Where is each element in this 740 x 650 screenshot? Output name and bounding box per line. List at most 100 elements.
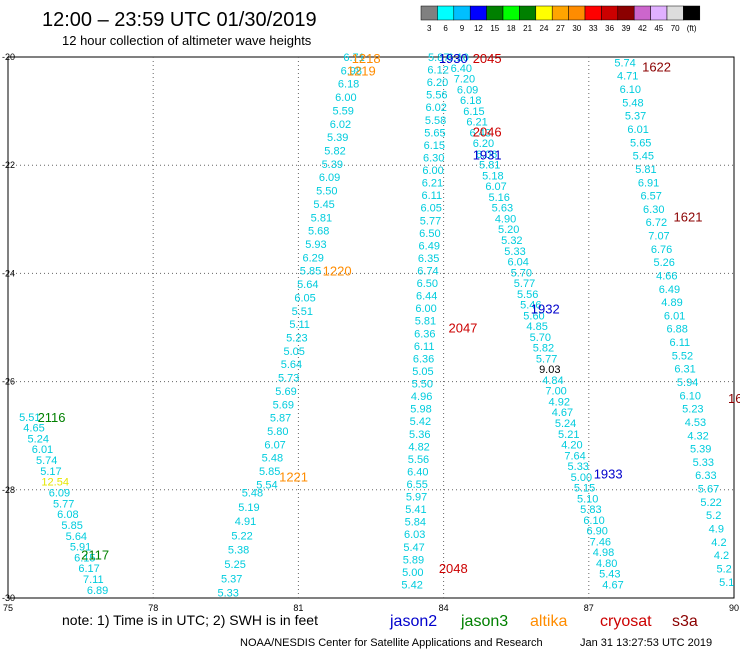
wave-height-value: 5.45 — [313, 199, 334, 211]
colorbar-swatch — [650, 5, 668, 21]
wave-height-value: 6.18 — [338, 79, 359, 91]
wave-height-value: 6.00 — [415, 303, 436, 315]
x-tick-label: 81 — [293, 603, 303, 613]
pass-label: 1221 — [279, 469, 308, 484]
wave-height-value: 5.15 — [574, 483, 595, 495]
colorbar-label: 27 — [556, 24, 565, 33]
wave-height-value: 6.44 — [416, 291, 437, 303]
wave-height-value: 5.00 — [571, 472, 592, 484]
wave-height-value: 4.89 — [661, 297, 682, 309]
wave-height-value: 6.90 — [586, 526, 607, 538]
colorbar-label: 30 — [572, 24, 581, 33]
wave-height-value: 4.67 — [552, 407, 573, 419]
wave-height-value: 5.91 — [70, 542, 91, 554]
wave-height-value: 4.92 — [549, 396, 570, 408]
wave-height-value: 5.24 — [555, 418, 576, 430]
wave-height-value: 6.10 — [680, 390, 701, 402]
wave-height-value: 6.20 — [427, 77, 448, 89]
wave-height-value: 4.82 — [408, 441, 429, 453]
wave-height-value: 5.85 — [61, 520, 82, 532]
pass-label: 1219 — [347, 64, 376, 79]
wave-height-value: 6.07 — [264, 439, 285, 451]
wave-height-value: 5.05 — [283, 346, 304, 358]
wave-height-value: 6.03 — [404, 529, 425, 541]
wave-height-value: 6.09 — [49, 488, 70, 500]
colorbar-swatch — [502, 5, 520, 21]
wave-height-value: 6.15 — [463, 106, 484, 118]
wave-height-value: 5.24 — [28, 433, 49, 445]
colorbar-swatch — [617, 5, 635, 21]
wave-height-value: 5.50 — [316, 186, 337, 198]
wave-height-value: 5.51 — [292, 306, 313, 318]
wave-height-value: 6.35 — [418, 253, 439, 265]
wave-height-value: 6.20 — [473, 138, 494, 150]
wave-height-value: 5.84 — [405, 517, 426, 529]
wave-height-value: 6.76 — [651, 244, 672, 256]
wave-height-value: 5.16 — [488, 192, 509, 204]
colorbar-swatch — [584, 5, 602, 21]
wave-height-value: 5.80 — [267, 426, 288, 438]
wave-height-value: 6.02 — [330, 119, 351, 131]
colorbar-swatch — [437, 5, 455, 21]
legend-entry: altika — [530, 613, 567, 630]
wave-height-value: 12.54 — [41, 477, 69, 489]
wave-height-value: 5.48 — [242, 488, 263, 500]
wave-height-value: 5.33 — [693, 457, 714, 469]
wave-height-value: 5.89 — [403, 554, 424, 566]
pass-label: 1220 — [323, 264, 352, 279]
wave-height-value: 6.01 — [664, 310, 685, 322]
colorbar-swatch — [601, 5, 619, 21]
wave-height-value: 5.19 — [238, 502, 259, 514]
wave-height-value: 5.67 — [698, 484, 719, 496]
wave-height-value: 6.21 — [466, 117, 487, 129]
wave-height-value: 6.50 — [419, 228, 440, 240]
wave-height-value: 5.37 — [221, 573, 242, 585]
y-tick-label: -28 — [2, 485, 15, 495]
y-tick-label: -30 — [2, 593, 15, 603]
plot-area — [7, 56, 735, 599]
wave-height-value: 6.12 — [427, 65, 448, 77]
wave-height-value: 6.91 — [638, 177, 659, 189]
wave-height-value: 6.29 — [303, 252, 324, 264]
wave-height-value: 6.50 — [417, 278, 438, 290]
wave-height-value: 6.72 — [646, 217, 667, 229]
wave-height-value: 5.39 — [322, 159, 343, 171]
wave-height-value: 4.66 — [656, 270, 677, 282]
wave-height-value: 5.22 — [700, 497, 721, 509]
colorbar-label: (ft) — [687, 24, 697, 33]
legend-entry: cryosat — [600, 613, 652, 630]
wave-height-value: 6.21 — [422, 178, 443, 190]
wave-height-value: 5.23 — [286, 332, 307, 344]
wave-height-value: 5.46 — [520, 300, 541, 312]
wave-height-value: 5.64 — [281, 359, 302, 371]
pass-label: 2116 — [38, 410, 66, 425]
wave-height-value: 5.43 — [599, 569, 620, 581]
wave-height-value: 5.69 — [275, 386, 296, 398]
wave-height-value: 5.36 — [409, 429, 430, 441]
y-tick-label: -20 — [2, 52, 15, 62]
wave-height-value: 5.63 — [492, 203, 513, 215]
wave-height-value: 4.71 — [617, 71, 638, 83]
colorbar-swatch — [453, 5, 471, 21]
wave-height-value: 5.50 — [412, 379, 433, 391]
wave-height-value: 5.45 — [633, 151, 654, 163]
wave-height-value: 6.30 — [643, 204, 664, 216]
colorbar-label: 9 — [460, 24, 465, 33]
colorbar-swatch — [633, 5, 651, 21]
wave-height-value: 5.56 — [517, 289, 538, 301]
wave-height-value: 6.06 — [476, 149, 497, 161]
pass-label: 1932 — [531, 302, 560, 317]
wave-height-value: 6.40 — [407, 466, 428, 478]
pass-label: 1933 — [594, 467, 623, 482]
colorbar-label: 21 — [523, 24, 532, 33]
footer-timestamp: Jan 31 13:27:53 UTC 2019 — [580, 637, 712, 649]
x-tick-label: 90 — [729, 603, 739, 613]
wave-height-value: 4.9 — [709, 524, 724, 536]
wave-height-value: 4.2 — [714, 550, 729, 562]
wave-height-value: 6.09 — [319, 172, 340, 184]
wave-height-value: 4.96 — [411, 391, 432, 403]
wave-height-value: 5.87 — [270, 413, 291, 425]
wave-height-value: 5.56 — [408, 454, 429, 466]
plot-border — [7, 56, 735, 599]
wave-height-value: 6.40 — [451, 63, 472, 75]
